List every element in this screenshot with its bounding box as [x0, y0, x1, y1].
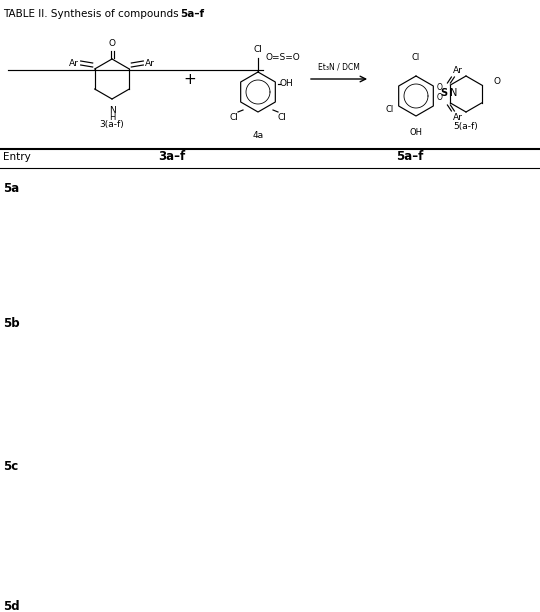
Text: N: N: [450, 88, 458, 98]
Text: Cl: Cl: [386, 105, 394, 114]
Text: Ar: Ar: [69, 59, 79, 67]
Text: Et₃N / DCM: Et₃N / DCM: [318, 63, 360, 72]
Text: Ar: Ar: [145, 59, 155, 67]
Text: 5(a-f): 5(a-f): [454, 122, 478, 130]
Text: 5c: 5c: [3, 460, 18, 473]
Text: H: H: [109, 113, 115, 122]
Text: O: O: [437, 83, 443, 92]
Text: Cl: Cl: [254, 45, 262, 54]
Text: TABLE II. Synthesis of compounds: TABLE II. Synthesis of compounds: [3, 9, 182, 19]
Text: O: O: [494, 76, 501, 86]
Text: 3(a-f): 3(a-f): [99, 121, 124, 130]
Text: 5a–f: 5a–f: [180, 9, 204, 19]
Text: Entry: Entry: [3, 152, 31, 162]
Text: 5a–f: 5a–f: [396, 151, 424, 163]
Text: OH: OH: [280, 80, 294, 89]
Text: O: O: [109, 39, 116, 48]
Text: +: +: [184, 72, 197, 86]
Text: Ar: Ar: [454, 66, 463, 75]
Text: Cl: Cl: [412, 53, 420, 62]
Text: OH: OH: [409, 128, 422, 137]
Text: Cl: Cl: [278, 113, 287, 122]
Text: 5a: 5a: [3, 182, 19, 195]
Text: O: O: [437, 94, 443, 102]
Text: S: S: [441, 88, 448, 98]
Text: O=S=O: O=S=O: [266, 53, 301, 62]
Text: N: N: [109, 106, 116, 115]
Text: Cl: Cl: [229, 113, 238, 122]
Text: 5b: 5b: [3, 317, 19, 330]
Text: 3a–f: 3a–f: [158, 151, 186, 163]
Text: 5d: 5d: [3, 600, 19, 612]
Text: Ar: Ar: [454, 113, 463, 122]
Text: 4a: 4a: [252, 132, 264, 141]
